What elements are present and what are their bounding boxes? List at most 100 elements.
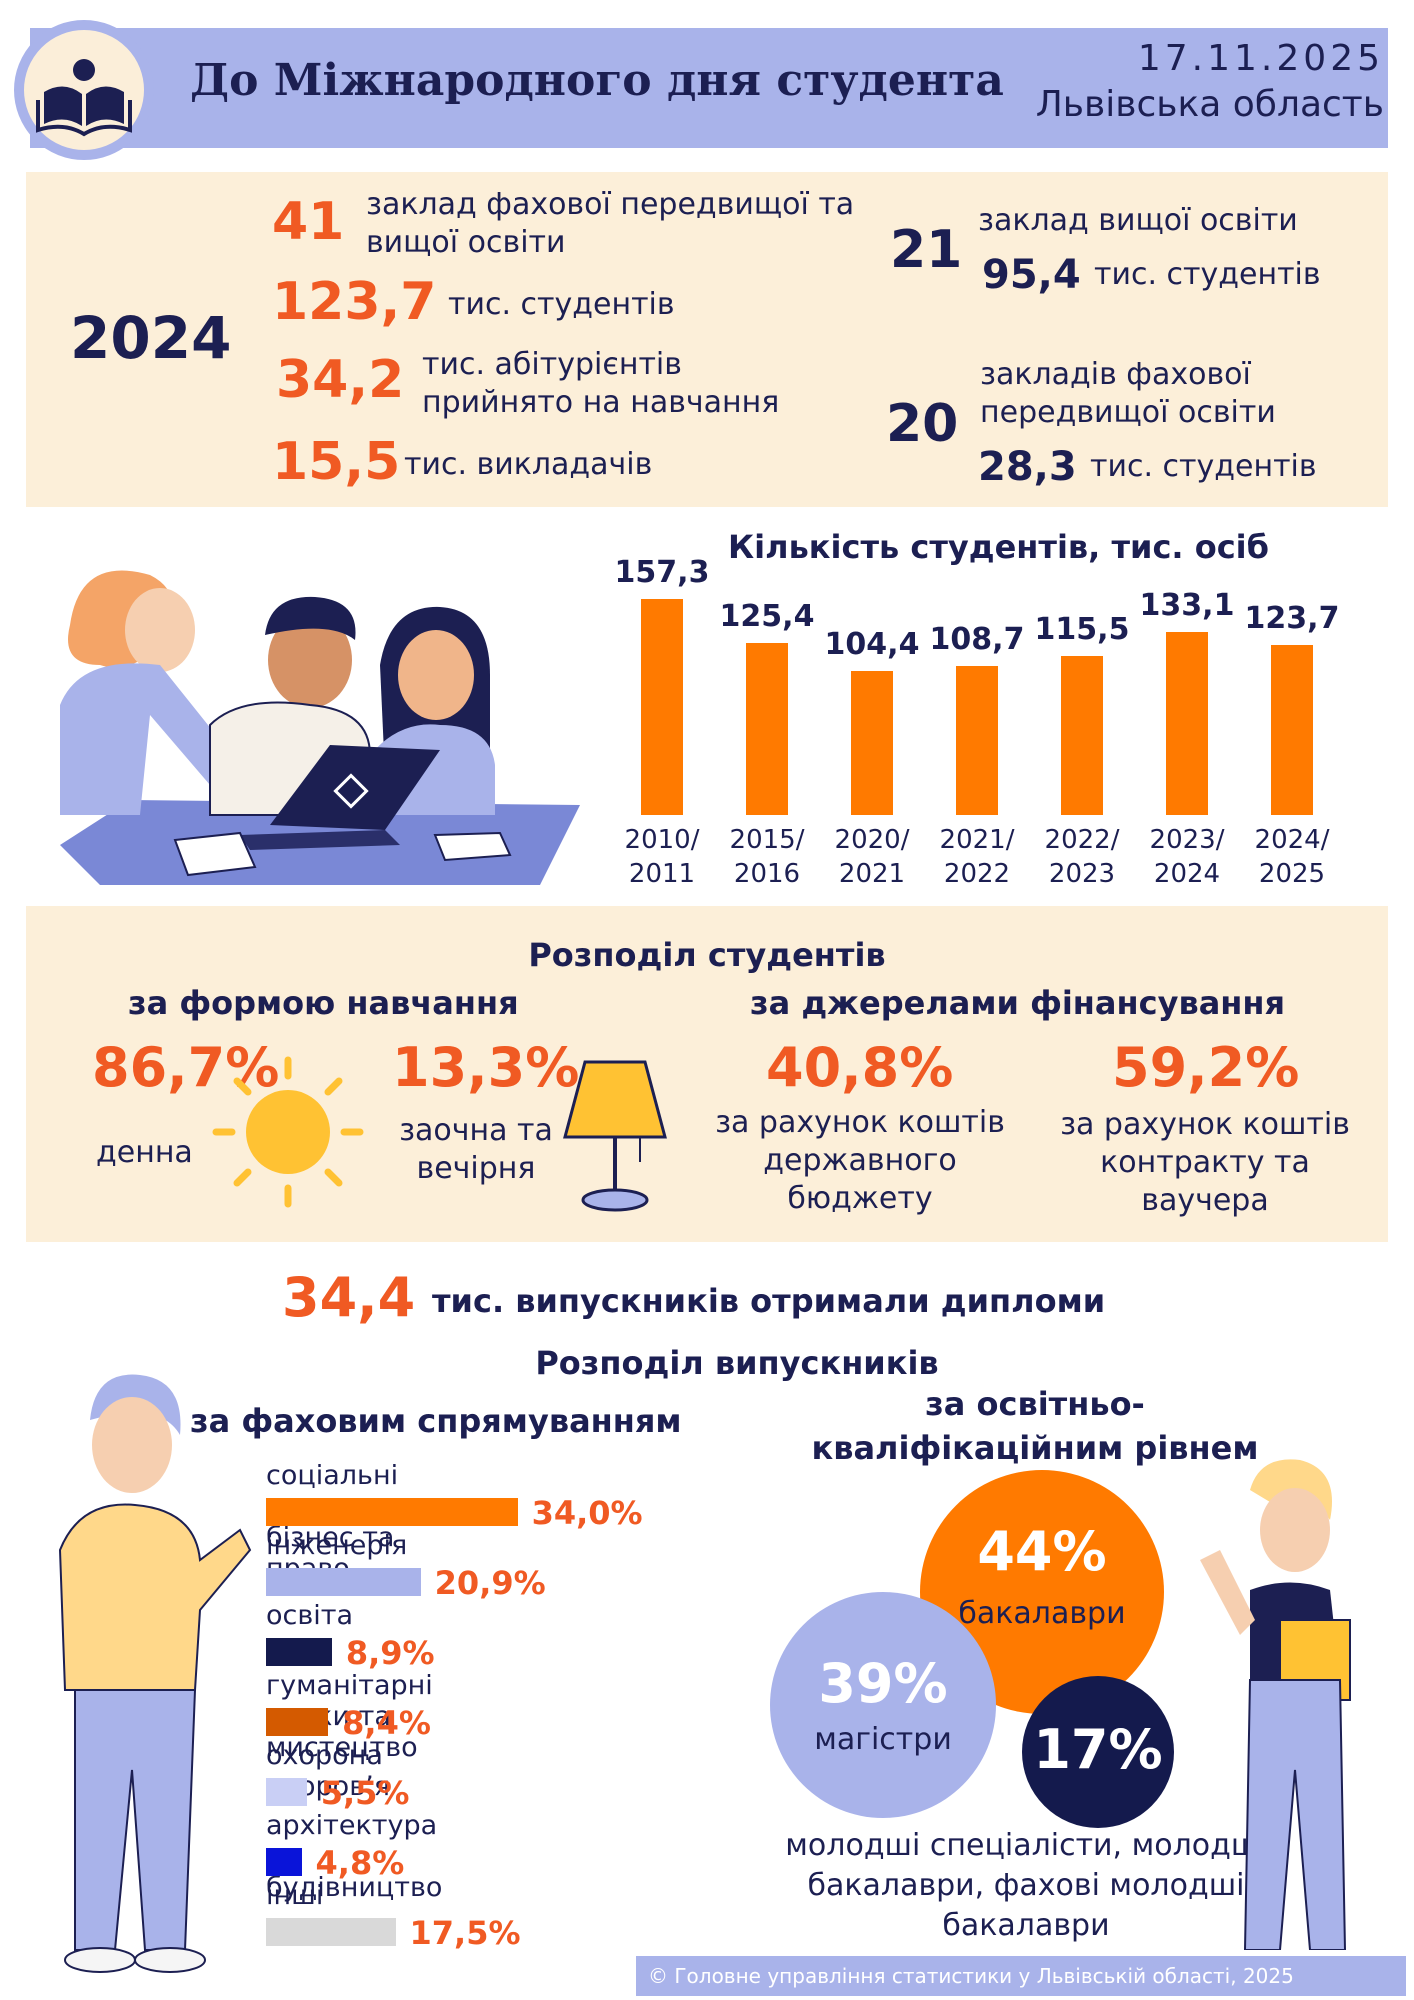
header-band — [30, 28, 1388, 148]
chart-value-label: 157,3 — [614, 554, 710, 590]
footer-source: © Головне управління статистики у Львівс… — [636, 1956, 1406, 1996]
funding-contract-label: за рахунок коштів контракту та ваучера — [1060, 1107, 1350, 1218]
summary-panel — [26, 172, 1388, 507]
level-bachelor-label: бакалаври — [958, 1596, 1126, 1631]
chart-bar — [641, 598, 683, 815]
field-value: 34,0% — [531, 1494, 643, 1532]
header-region: Львівська область — [1035, 84, 1384, 125]
funding-budget-label: за рахунок коштів державного бюджету — [715, 1105, 1005, 1216]
field-value: 4,8% — [315, 1844, 405, 1882]
page-title: До Міжнародного дня студента — [190, 55, 1004, 106]
chart-category-label: 2015/ 2016 — [729, 825, 805, 889]
logo — [14, 20, 154, 160]
form-evening-pct: 13,3% — [392, 1036, 580, 1099]
laptop-screen — [270, 745, 440, 830]
laptop-logo — [333, 773, 369, 809]
chart-value-label: 104,4 — [824, 627, 920, 663]
field-value: 8,4% — [342, 1704, 431, 1742]
chart-value-label: 115,5 — [1034, 612, 1130, 648]
chart-bar — [746, 642, 788, 815]
field-value: 5,5% — [320, 1774, 410, 1812]
level-master-label: магістри — [814, 1722, 952, 1757]
funding-contract-pct: 59,2% — [1112, 1036, 1300, 1099]
stat-higher-students-num: 95,4 — [982, 252, 1081, 298]
stat-higher-num: 21 — [890, 220, 963, 280]
graduates-dist-title: Розподіл випускників — [535, 1344, 939, 1382]
stat-prehigher-students-text: тис. студентів — [1090, 449, 1317, 484]
chart-value-label: 133,1 — [1139, 587, 1235, 623]
boy-face — [268, 612, 352, 708]
by-level-title: за освітньо-кваліфікаційним рівнем — [811, 1385, 1259, 1467]
book-icon — [36, 59, 132, 137]
form-daytime-label: денна — [96, 1135, 193, 1170]
level-master-pct: 39% — [818, 1652, 948, 1715]
teacher-face — [125, 588, 195, 672]
header-date: 17.11.2025 — [1137, 38, 1384, 79]
stat-applicants-text: тис. абітурієнтів прийнято на навчання — [422, 347, 780, 420]
stat-higher-text: заклад вищої освіти — [978, 203, 1298, 238]
field-value: 8,9% — [345, 1634, 435, 1672]
chart-category-label: 2020/ 2021 — [834, 825, 910, 889]
stat-institutions-text: заклад фахової передвищої та вищої освіт… — [366, 187, 855, 260]
by-form-title: за формою навчання — [128, 984, 519, 1022]
boy-hair — [265, 596, 356, 640]
distribution-title: Розподіл студентів — [528, 936, 886, 974]
chart-category-label: 2010/ 2011 — [624, 825, 700, 889]
lamp-icon — [563, 1060, 667, 1212]
field-label: архітектура та будівництво — [266, 1810, 443, 1903]
stat-students-text: тис. студентів — [448, 287, 675, 322]
summary-year: 2024 — [70, 304, 232, 372]
stat-prehigher-text: закладів фахової передвищої освіти — [980, 357, 1276, 430]
chart-category-label: 2024/ 2025 — [1254, 825, 1330, 889]
paper-right — [433, 831, 512, 862]
chart-value-label: 108,7 — [929, 621, 1025, 657]
form-evening-label: заочна та вечірня — [399, 1113, 553, 1186]
teacher-body — [60, 663, 240, 815]
distribution-panel — [26, 906, 1388, 1242]
field-bar — [266, 1848, 302, 1876]
field-bar — [266, 1778, 307, 1806]
boy-pointing-illustration — [58, 1374, 252, 1973]
field-bar — [266, 1498, 518, 1526]
chart-bar — [1271, 644, 1313, 815]
chart-category-label: 2021/ 2022 — [939, 825, 1015, 889]
level-junior-label: молодші спеціалісти, молодші бакалаври, … — [785, 1828, 1267, 1943]
stat-prehigher-num: 20 — [886, 394, 959, 454]
chart-category-label: 2023/ 2024 — [1149, 825, 1225, 889]
stat-teachers-num: 15,5 — [272, 432, 401, 492]
field-bar — [266, 1568, 421, 1596]
chart-bar — [956, 665, 998, 815]
graduates-num: 34,4 — [282, 1266, 416, 1329]
level-junior-circle — [1022, 1676, 1174, 1828]
field-value: 20,9% — [434, 1564, 546, 1602]
sun-icon — [212, 1056, 364, 1208]
stat-teachers-text: тис. викладачів — [404, 447, 653, 482]
chart-value-label: 123,7 — [1244, 600, 1340, 636]
chart-bar — [851, 671, 893, 815]
level-master-circle — [770, 1592, 996, 1818]
field-label: освіта — [266, 1600, 354, 1631]
laptop-base — [240, 830, 400, 850]
students-illustration — [60, 570, 580, 885]
girl-clipboard-illustration — [1200, 1459, 1351, 1950]
girl-face — [398, 630, 474, 720]
chart-title: Кількість студентів, тис. осіб — [728, 528, 1269, 566]
field-label: інші — [266, 1880, 324, 1911]
field-bar — [266, 1918, 396, 1946]
chart-value-label: 125,4 — [719, 598, 815, 634]
graduates-text: тис. випускників отримали дипломи — [432, 1282, 1106, 1320]
chart-bar — [1166, 631, 1208, 815]
stat-applicants-num: 34,2 — [276, 350, 405, 410]
field-value: 17,5% — [409, 1914, 521, 1952]
level-bachelor-pct: 44% — [977, 1520, 1107, 1583]
by-funding-title: за джерелами фінансування — [750, 984, 1286, 1022]
field-bar — [266, 1708, 329, 1736]
chart-category-label: 2022/ 2023 — [1044, 825, 1120, 889]
bar-chart: 157,3 2010/ 2011 125,4 2015/ 2016 104,4 2020/… — [600, 555, 1340, 890]
stat-students-num: 123,7 — [272, 272, 437, 332]
stat-higher-students-text: тис. студентів — [1094, 257, 1321, 292]
field-bar — [266, 1638, 332, 1666]
paper-left — [173, 831, 257, 877]
by-field-title: за фаховим спрямуванням — [190, 1402, 682, 1440]
chart-bar — [1061, 656, 1103, 815]
